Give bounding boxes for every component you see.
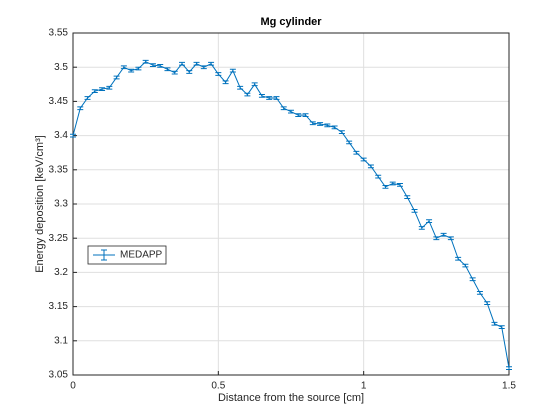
error-bar [179,61,185,66]
error-bar [142,59,149,64]
error-bar [389,181,396,186]
y-tick-label: 3.3 [54,199,68,210]
error-bar [433,236,440,241]
error-bar [469,277,476,282]
y-tick-label: 3.4 [54,130,68,141]
error-bar [186,70,193,74]
error-bar [324,123,331,128]
error-bar [455,256,462,261]
error-bar [346,140,353,145]
error-bar [106,85,113,90]
y-tick-label: 3.25 [49,233,69,244]
legend-label: MEDAPP [120,250,163,261]
error-bar [498,325,505,329]
error-bar [506,366,512,371]
y-tick-label: 3.45 [49,96,69,107]
error-bar [375,174,382,179]
error-bar [411,208,418,213]
error-bar [258,94,265,98]
error-bar [171,70,178,75]
error-bar [120,65,127,70]
error-bar [193,61,200,66]
error-bar [91,89,98,94]
error-bar [280,106,287,111]
error-bar [288,109,294,114]
error-bar [331,125,338,130]
error-bar [200,65,207,70]
error-bar [244,92,251,97]
axes-box [72,32,510,376]
error-bar [149,63,156,68]
error-bar [164,67,171,72]
error-bar [462,263,469,268]
y-axis-label: Energy deposition [keV/cm³] [34,135,46,273]
error-bar [397,182,403,187]
legend-swatch [93,249,115,261]
y-tick-label: 3.2 [54,267,68,278]
y-tick-label: 3.1 [54,335,68,346]
error-bar [440,232,447,237]
error-bar [476,291,483,295]
legend-box [87,245,167,265]
error-bar [302,113,309,117]
error-bar [84,96,91,100]
error-bar [426,219,433,223]
x-tick-label: 0.5 [211,381,225,392]
error-bar [309,121,316,126]
error-bar [70,133,76,138]
error-bar [215,72,222,76]
error-bar [484,301,491,306]
error-bar [367,164,374,169]
y-tick-label: 3.35 [49,164,69,175]
error-bar [113,75,120,80]
error-bar [251,82,258,87]
error-bar [222,80,229,85]
error-bar [157,63,164,68]
error-bar [295,113,302,117]
error-bar [317,122,324,126]
error-bar [135,66,142,71]
chart-title: Mg cylinder [260,16,322,28]
error-bar [208,61,215,66]
y-tick-label: 3.5 [54,62,68,73]
error-bar [353,150,360,155]
error-bar [404,195,411,200]
y-tick-label: 3.15 [49,301,69,312]
error-bar [237,85,244,90]
error-bar [491,321,498,326]
error-bar [266,96,273,100]
error-bar [360,157,367,162]
error-bar [229,68,236,73]
error-bar [447,236,454,241]
error-bar [273,96,280,100]
error-bar [99,87,106,91]
y-tick-label: 3.55 [49,28,69,39]
error-bar [128,68,135,73]
x-tick-label: 0 [70,381,76,392]
x-axis-label: Distance from the source [cm] [218,392,364,404]
x-tick-label: 1 [361,381,367,392]
y-tick-label: 3.05 [49,370,69,381]
error-bar [338,130,345,135]
error-bar [77,106,84,111]
error-bar [418,226,425,230]
x-tick-label: 1.5 [502,381,516,392]
error-bar [382,185,389,189]
